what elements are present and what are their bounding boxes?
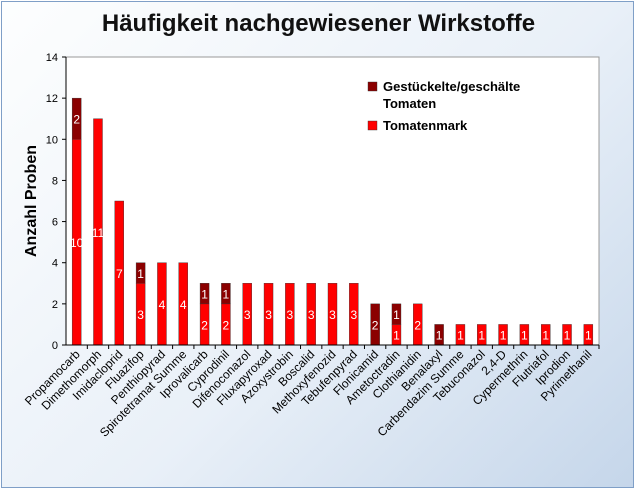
legend-label-gestueckelte: Gestückelte/geschälte Tomaten (383, 79, 520, 111)
bar-segment-gestueckelte (71, 97, 82, 140)
data-label: 3 (244, 308, 251, 322)
bar-segment-gestueckelte (221, 283, 231, 305)
bar-segment-gestueckelte (199, 283, 210, 305)
y-tick-label: 10 (46, 134, 58, 146)
chart-title: Häufigkeit nachgewiesener Wirkstoffe (101, 10, 536, 37)
data-label: 1 (585, 329, 592, 343)
data-label: 4 (159, 298, 166, 312)
data-label: 1 (542, 329, 549, 343)
y-tick-label: 4 (52, 258, 58, 270)
data-label: 3 (329, 308, 336, 322)
bar-segment-gestueckelte (391, 303, 402, 325)
bar-segment-gestueckelte (135, 262, 146, 284)
data-label: 1 (393, 308, 400, 322)
y-tick-label: 12 (46, 93, 58, 105)
data-label: 1 (478, 329, 485, 343)
data-label: 2 (73, 113, 80, 127)
legend-label-tomatenmark: Tomatenmark (383, 118, 468, 133)
data-label: 1 (201, 288, 208, 302)
data-label: 3 (308, 308, 315, 322)
data-label: 11 (92, 226, 105, 240)
data-label: 3 (137, 308, 144, 322)
data-label: 2 (372, 318, 379, 332)
data-label: 2 (414, 318, 421, 332)
legend-swatch-gestueckelte (367, 81, 378, 92)
data-label: 1 (393, 329, 400, 343)
data-label: 1 (457, 329, 464, 343)
data-label: 1 (500, 329, 507, 343)
data-label: 3 (350, 308, 357, 322)
y-tick-label: 6 (52, 217, 58, 229)
data-label: 1 (223, 288, 230, 302)
data-label: 1 (137, 267, 144, 281)
legend-swatch-tomatenmark (367, 120, 378, 131)
y-tick-label: 14 (46, 52, 58, 64)
data-label: 3 (265, 308, 272, 322)
legend: Gestückelte/geschälte Tomaten Tomatenmark (367, 79, 520, 133)
data-label: 3 (287, 308, 294, 322)
data-label: 1 (564, 329, 571, 343)
data-label: 10 (70, 236, 84, 250)
data-label: 1 (521, 329, 528, 343)
y-tick-label: 0 (52, 340, 58, 352)
data-label: 4 (180, 298, 187, 312)
y-axis-label: Anzahl Proben (23, 145, 40, 257)
data-label: 7 (116, 267, 123, 281)
data-label: 2 (223, 318, 230, 332)
y-axis: 0 2 4 6 8 10 12 14 (46, 52, 67, 352)
data-label: 1 (436, 329, 443, 343)
y-tick-label: 2 (52, 299, 58, 311)
data-label: 2 (201, 318, 208, 332)
y-tick-label: 8 (52, 175, 58, 187)
x-axis: PropamocarbDimethomorphImidaclopridFluaz… (22, 344, 600, 440)
